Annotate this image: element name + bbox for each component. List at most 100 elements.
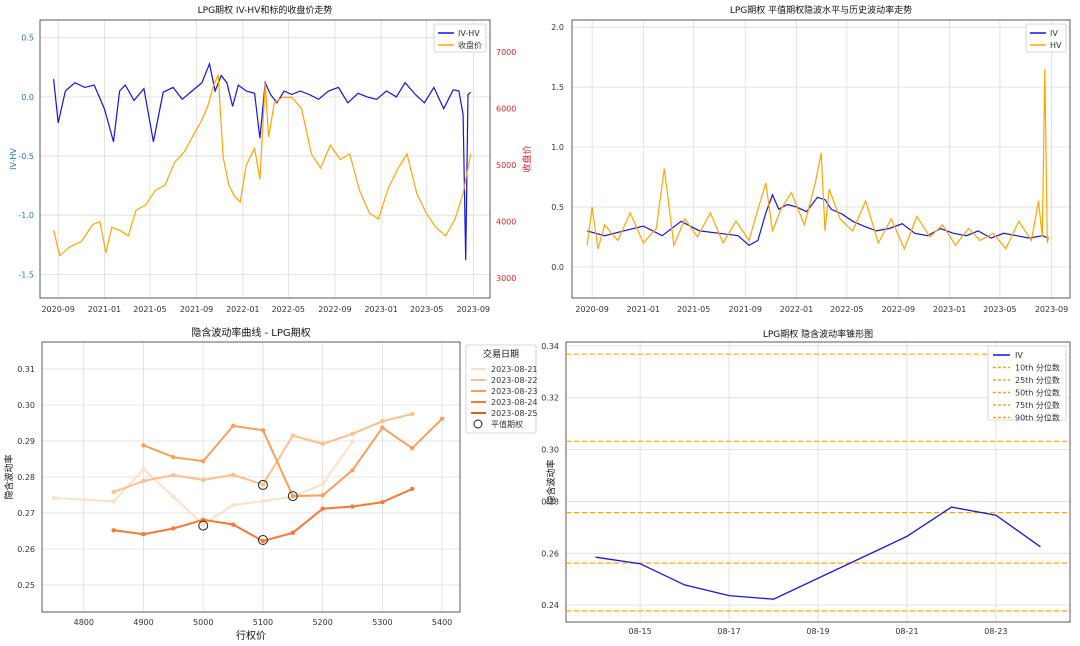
legend-atm-marker [473,419,483,429]
x-tick-label: 5300 [372,618,392,627]
y-tick-label: 2.0 [551,23,564,32]
x-tick-label: 2021-05 [677,305,710,314]
plot-frame [41,341,461,613]
smile-point [230,502,236,508]
x-tick-label: 2022-09 [882,305,915,314]
y2-tick-label: 7000 [496,48,516,57]
x-tick-label: 2023-01 [933,305,966,314]
smile-point [350,504,355,509]
smile-line-0 [53,441,354,526]
y-tick-label: 0.0 [551,263,564,272]
x-tick-label: 5200 [312,618,332,627]
atm-marker [257,479,268,490]
x-tick-label: 08-15 [628,627,651,636]
y-axis-label: 隐含波动率 [545,459,557,504]
y2-tick-label: 5000 [496,161,516,170]
y-tick-label: 1.5 [551,83,564,92]
smile-point [141,466,146,472]
y2-tick-label: 6000 [496,105,516,114]
x-tick-label: 5400 [432,618,452,627]
iv-cone-panel: 08-15 08-17 08-19 08-21 08-23 0.24 0.26 0.28 0.3… [541,328,1071,636]
x-tick-label: 2021-05 [133,305,166,314]
y-tick-label: 0.28 [541,497,559,506]
x-tick-label: 2023-05 [983,305,1016,314]
smile-point [111,489,116,495]
legend-box [465,344,537,434]
smile-point [320,441,325,447]
iv-line [595,506,1041,600]
series-line-1 [53,74,472,257]
legend-label: 75th 分位数 [1015,400,1060,410]
y-tick-label: 0.5 [551,203,564,212]
legend-label: 25th 分位数 [1015,375,1060,385]
legend-label: 10th 分位数 [1015,363,1060,373]
x-tick-label: 2022-05 [272,305,305,314]
x-tick-label: 2023-05 [410,305,443,314]
x-tick-label: 2022-09 [318,305,351,314]
y2-tick-label: 3000 [496,274,516,283]
x-tick-label: 5000 [193,618,213,627]
smile-point [320,482,325,487]
smile-point [171,526,176,531]
plot-frame [571,19,1071,299]
legend-label: 2023-08-24 [491,398,538,407]
chart-title: LPG期权 平值期权隐波水平与历史波动率走势 [730,4,912,16]
smile-point [201,477,206,483]
y-tick-label: 0.5 [21,34,34,43]
x-tick-label: 08-17 [717,627,740,636]
legend-label: 90th 分位数 [1015,413,1060,423]
atm-marker [287,491,298,502]
smile-point [171,455,176,460]
smile-point [260,428,266,433]
x-tick-label: 2020-09 [575,305,608,314]
smile-point [111,499,116,504]
y-tick-label: 0.26 [17,545,35,554]
y-tick-label: 0.32 [541,394,559,403]
y-tick-label: 0.30 [17,401,35,410]
smile-point [290,530,295,535]
smile-point [141,532,146,537]
smile-point [230,423,236,429]
smile-point [320,506,325,511]
x-tick-label: 2022-05 [830,305,863,314]
x-tick-label: 2023-09 [1035,305,1068,314]
chart-title: LPG期权 IV-HV和标的收盘价走势 [198,4,333,16]
y-tick-label: 0.29 [17,437,35,446]
legend-label: 2023-08-23 [491,387,538,396]
y-tick-label: 0.30 [541,446,559,455]
x-tick-label: 2021-09 [729,305,762,314]
smile-point [260,482,266,487]
y-tick-label: 0.24 [541,601,559,610]
atm-iv-hv-panel: 2020-09 2021-01 2021-05 2021-09 2022-01 2022-… [551,4,1071,314]
y-tick-label: 0.31 [17,365,35,374]
x-tick-label: 08-19 [806,627,829,636]
x-tick-label: 2021-09 [180,305,213,314]
smile-point [320,493,325,498]
smile-point [290,493,295,499]
y2-tick-label: 4000 [496,218,516,227]
legend-label: 平值期权 [491,419,523,429]
legend-label: 50th 分位数 [1015,388,1060,398]
y-tick-label: 0.28 [17,473,35,482]
smile-point [410,411,415,417]
y-axis-label: IV-HV [9,148,18,170]
legend-label: 收盘价 [458,40,482,50]
legend-label: IV [1050,29,1058,38]
legend-title: 交易日期 [483,348,519,360]
smile-point [260,498,266,504]
y-tick-label: -0.5 [18,152,34,161]
series-line-0 [53,61,472,261]
plot-frame [39,19,491,299]
x-tick-label: 2023-01 [364,305,397,314]
y2-axis-label: 收盘价 [521,145,533,172]
x-tick-label: 2023-09 [457,305,490,314]
smile-point [410,486,415,492]
legend-label: HV [1050,41,1062,50]
smile-point [171,473,176,478]
x-tick-label: 2020-09 [41,305,74,314]
smile-point [141,443,146,448]
atm-marker [257,535,268,545]
smile-point [350,431,355,436]
iv-smile-panel: 4800 4900 5000 5100 5200 5300 5400 0.25 0.26 0.27… [3,326,538,642]
